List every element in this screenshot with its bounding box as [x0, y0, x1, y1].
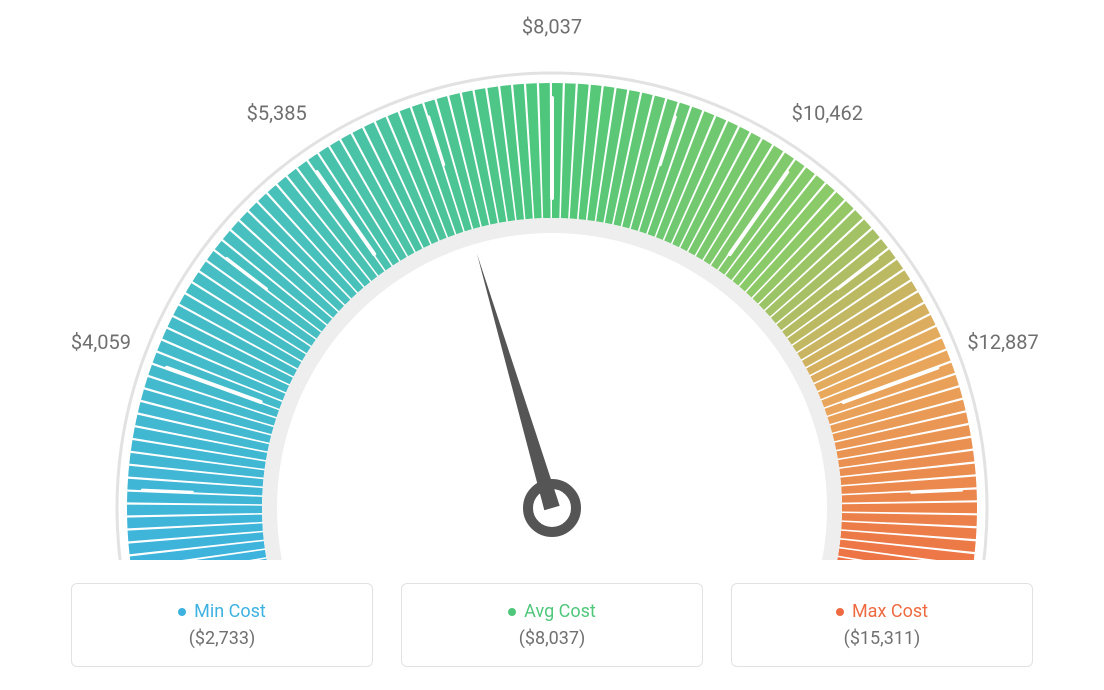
- gauge-tick-label: $5,385: [247, 101, 307, 125]
- gauge-tick-label: $10,462: [792, 101, 863, 125]
- legend-value-avg: ($8,037): [519, 628, 586, 649]
- gauge-needle: [477, 254, 560, 510]
- legend-row: Min Cost ($2,733) Avg Cost ($8,037) Max …: [0, 583, 1104, 667]
- legend-card-min: Min Cost ($2,733): [71, 583, 373, 667]
- legend-title-min: Min Cost: [178, 601, 266, 622]
- legend-card-avg: Avg Cost ($8,037): [401, 583, 703, 667]
- gauge-tick-label: $12,887: [967, 330, 1038, 354]
- legend-value-min: ($2,733): [189, 628, 256, 649]
- legend-card-max: Max Cost ($15,311): [731, 583, 1033, 667]
- legend-value-max: ($15,311): [844, 628, 921, 649]
- gauge-tick-label: $8,037: [522, 14, 582, 38]
- cost-gauge-chart: $2,733$4,059$5,385$8,037$10,462$12,887$1…: [0, 0, 1104, 690]
- legend-title-avg-text: Avg Cost: [524, 601, 596, 622]
- legend-dot-icon: [836, 608, 844, 616]
- legend-title-max-text: Max Cost: [852, 601, 928, 622]
- gauge-tick-label: $4,059: [71, 330, 131, 354]
- legend-dot-icon: [508, 608, 516, 616]
- legend-title-min-text: Min Cost: [194, 601, 266, 622]
- legend-title-max: Max Cost: [836, 601, 928, 622]
- legend-dot-icon: [178, 608, 186, 616]
- gauge-svg: $2,733$4,059$5,385$8,037$10,462$12,887$1…: [0, 0, 1104, 560]
- legend-title-avg: Avg Cost: [508, 601, 596, 622]
